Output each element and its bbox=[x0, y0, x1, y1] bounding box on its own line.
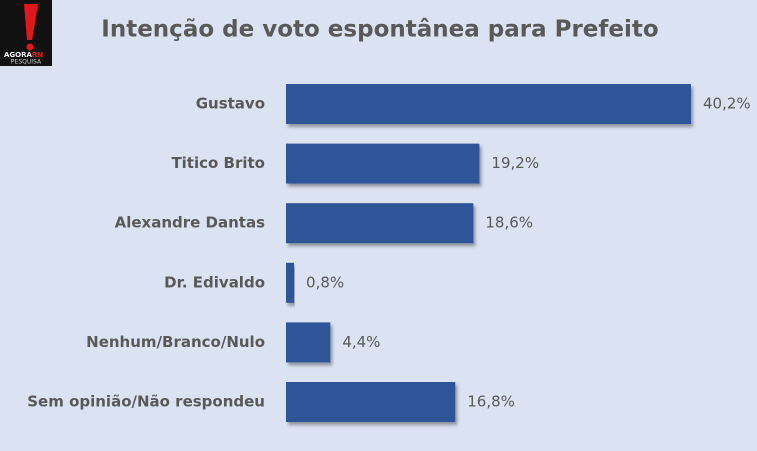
category-label: Sem opinião/Não respondeu bbox=[27, 393, 265, 411]
value-label: 40,2% bbox=[703, 95, 751, 113]
bar bbox=[286, 84, 691, 124]
logo-text: AGORARN bbox=[4, 51, 43, 59]
bar bbox=[286, 382, 456, 422]
logo-word: RN bbox=[32, 51, 43, 59]
logo-mark bbox=[24, 4, 38, 40]
bar bbox=[286, 143, 480, 184]
category-label: Gustavo bbox=[196, 95, 265, 113]
chart-title: Intenção de voto espontânea para Prefeit… bbox=[101, 17, 658, 43]
bar bbox=[286, 262, 295, 303]
bar bbox=[286, 322, 331, 363]
category-label: Nenhum/Branco/Nulo bbox=[86, 333, 265, 351]
category-label: Titico Brito bbox=[171, 154, 265, 172]
value-label: 4,4% bbox=[342, 333, 380, 351]
bar bbox=[286, 203, 474, 244]
logo: AGORARN PESQUISA bbox=[0, 0, 52, 66]
category-label: Alexandre Dantas bbox=[115, 214, 265, 232]
logo-tagline: PESQUISA bbox=[11, 59, 42, 66]
category-label: Dr. Edivaldo bbox=[164, 273, 265, 291]
value-label: 19,2% bbox=[491, 154, 539, 172]
value-label: 18,6% bbox=[485, 214, 533, 232]
value-label: 16,8% bbox=[467, 393, 515, 411]
logo-dot bbox=[26, 43, 34, 51]
value-label: 0,8% bbox=[306, 273, 344, 291]
logo-word: AGORA bbox=[4, 51, 33, 59]
